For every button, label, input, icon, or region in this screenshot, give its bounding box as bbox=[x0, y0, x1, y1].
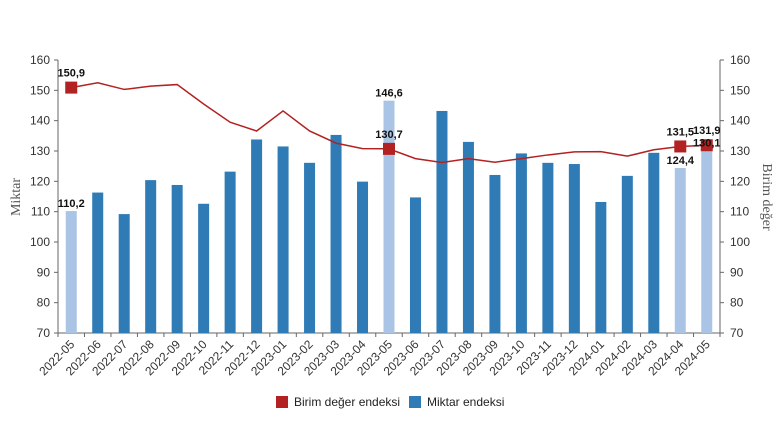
bar bbox=[304, 162, 316, 333]
bar bbox=[92, 192, 104, 333]
y-tick-label-right: 70 bbox=[730, 326, 744, 340]
bar bbox=[674, 167, 686, 333]
line-marker bbox=[65, 81, 78, 94]
bar bbox=[701, 150, 713, 333]
bar bbox=[171, 184, 183, 333]
y-tick-label-left: 110 bbox=[31, 205, 50, 219]
bars bbox=[65, 100, 713, 334]
y-tick-label-left: 90 bbox=[37, 265, 51, 279]
bar bbox=[595, 201, 607, 333]
bar bbox=[118, 214, 130, 333]
y-tick-label-right: 90 bbox=[730, 265, 744, 279]
line-marker bbox=[674, 140, 687, 153]
y-tick-label-left: 80 bbox=[37, 296, 51, 310]
line-data-label: 150,9 bbox=[57, 68, 85, 80]
line-data-label: 131,9 bbox=[693, 125, 721, 137]
y-tick-label-left: 70 bbox=[37, 326, 51, 340]
bar bbox=[65, 211, 77, 333]
bar bbox=[383, 100, 395, 333]
line-marker bbox=[383, 142, 395, 155]
bar bbox=[251, 139, 263, 333]
y-tick-label-left: 160 bbox=[30, 53, 50, 67]
line-series bbox=[65, 81, 713, 164]
y-tick-label-right: 110 bbox=[730, 205, 749, 219]
bar bbox=[198, 203, 210, 333]
bar bbox=[542, 162, 554, 333]
bar-data-label: 130,1 bbox=[693, 138, 721, 150]
y-tick-label-right: 100 bbox=[730, 235, 750, 249]
y-tick-label-right: 150 bbox=[730, 83, 750, 97]
legend-swatch-line bbox=[276, 396, 288, 408]
y-tick-label-left: 100 bbox=[30, 235, 50, 249]
bar bbox=[145, 180, 157, 333]
y-tick-label-right: 130 bbox=[730, 144, 750, 158]
bar bbox=[462, 141, 474, 333]
y-tick-label-right: 160 bbox=[730, 53, 750, 67]
bar bbox=[330, 134, 342, 333]
bar bbox=[515, 153, 527, 333]
bar bbox=[409, 197, 421, 333]
y-tick-label-left: 150 bbox=[30, 83, 50, 97]
bar-data-label: 146,6 bbox=[375, 88, 403, 100]
y-tick-label-right: 80 bbox=[730, 296, 744, 310]
bar bbox=[648, 152, 660, 333]
bar bbox=[357, 181, 369, 333]
y-tick-label-left: 120 bbox=[30, 174, 50, 188]
bar bbox=[489, 174, 501, 333]
legend-label-bar: Miktar endeksi bbox=[427, 395, 504, 409]
bar bbox=[277, 146, 289, 333]
legend-swatch-bar bbox=[409, 396, 421, 408]
line-data-label: 131,5 bbox=[667, 126, 695, 138]
line-data-label: 130,7 bbox=[375, 129, 403, 141]
bar bbox=[621, 175, 633, 333]
y-tick-label-right: 140 bbox=[730, 114, 750, 128]
y-tick-label-left: 130 bbox=[30, 144, 50, 158]
legend: Birim değer endeksi Miktar endeksi bbox=[276, 395, 504, 409]
y-tick-label-left: 140 bbox=[30, 114, 50, 128]
y-axis-right-title: Birim değer bbox=[759, 163, 774, 231]
bar-data-label: 110,2 bbox=[58, 198, 85, 210]
legend-label-line: Birim değer endeksi bbox=[294, 395, 400, 409]
bar bbox=[224, 171, 236, 333]
line-marker bbox=[700, 139, 713, 152]
y-tick-label-right: 120 bbox=[730, 174, 750, 188]
y-axis-left-title: Miktar bbox=[9, 178, 24, 216]
bar bbox=[436, 110, 448, 334]
bar bbox=[568, 164, 580, 333]
bar-data-label: 124,4 bbox=[667, 155, 695, 167]
